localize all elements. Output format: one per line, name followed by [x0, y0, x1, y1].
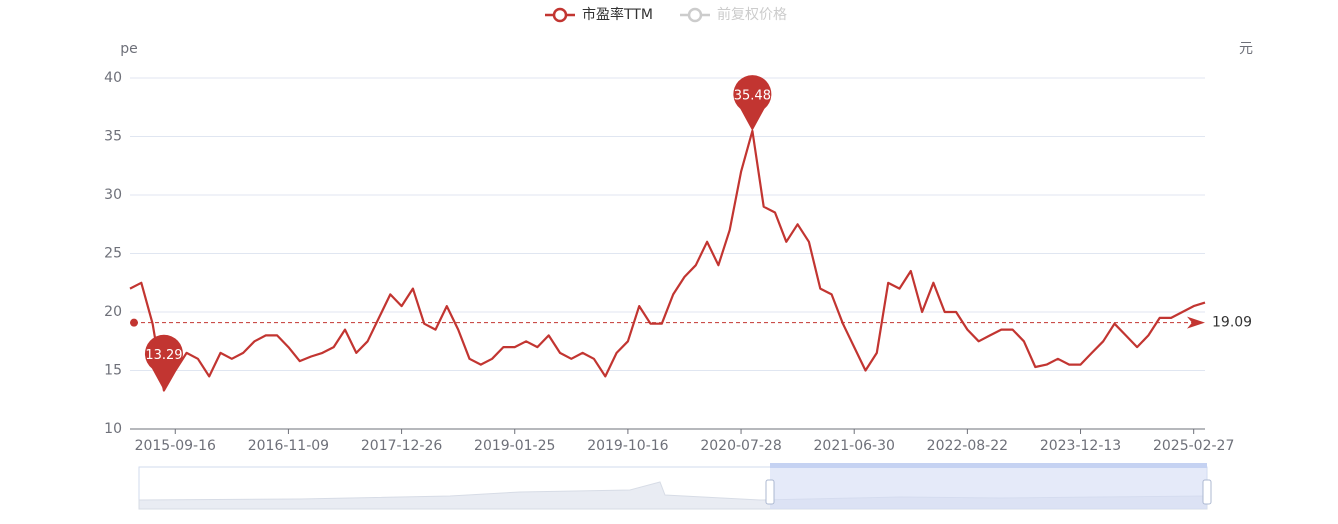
- x-tick-label: 2021-06-30: [814, 438, 895, 454]
- y-tick-label: 30: [104, 187, 122, 203]
- legend-label[interactable]: 市盈率TTM: [582, 6, 653, 23]
- x-tick-label: 2025-02-27: [1153, 438, 1234, 454]
- y-tick-label: 10: [104, 421, 122, 437]
- y-tick-label: 40: [104, 70, 122, 86]
- x-tick-label: 2017-12-26: [361, 438, 442, 454]
- y2-axis-name: 元: [1239, 41, 1253, 57]
- zoom-handle[interactable]: [1202, 479, 1212, 505]
- y-tick-label: 35: [104, 129, 122, 145]
- y-tick-label: 15: [104, 363, 122, 379]
- average-arrow: [1187, 316, 1205, 329]
- series-line: [129, 129, 1206, 392]
- x-tick-label: 2019-01-25: [474, 438, 555, 454]
- legend-label[interactable]: 前复权价格: [717, 6, 787, 23]
- data-zoom[interactable]: [138, 463, 1212, 510]
- mark-pin: [733, 75, 772, 131]
- mark-pin-label: 35.48: [734, 88, 771, 103]
- mark-pin-label: 13.29: [145, 348, 182, 363]
- x-tick-label: 2015-09-16: [135, 438, 216, 454]
- legend-marker: [687, 7, 703, 23]
- legend-marker: [552, 7, 568, 23]
- y-axis-name: pe: [120, 41, 138, 57]
- zoom-bar[interactable]: [770, 463, 1207, 468]
- x-tick-label: 2019-10-16: [587, 438, 668, 454]
- mark-pin: [144, 334, 183, 391]
- zoom-selection[interactable]: [770, 467, 1207, 509]
- y-tick-label: 20: [104, 304, 122, 320]
- average-start: [130, 318, 138, 327]
- zoom-handle[interactable]: [765, 479, 775, 505]
- x-tick-label: 2020-07-28: [700, 438, 781, 454]
- average-label: 19.09: [1212, 315, 1252, 331]
- x-tick-label: 2022-08-22: [927, 438, 1008, 454]
- y-tick-label: 25: [104, 246, 122, 262]
- x-tick-label: 2023-12-13: [1040, 438, 1121, 454]
- x-tick-label: 2016-11-09: [248, 438, 329, 454]
